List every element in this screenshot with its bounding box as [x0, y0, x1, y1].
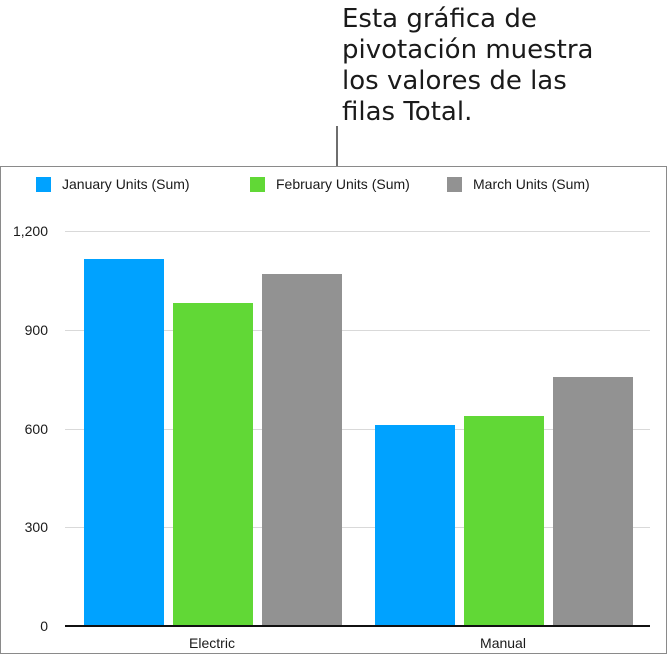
- ytick-label: 1,200: [12, 223, 48, 239]
- legend-label-february: February Units (Sum): [276, 176, 410, 192]
- gridline-1200: [65, 231, 650, 232]
- bar-electric-january[interactable]: [84, 258, 164, 626]
- x-label-manual: Manual: [480, 635, 526, 651]
- ytick-label: 300: [24, 519, 48, 535]
- legend-swatch-march: [447, 176, 462, 192]
- legend-item-january: January Units (Sum): [36, 174, 190, 194]
- callout-text: Esta gráfica de pivotación muestra los v…: [342, 4, 594, 127]
- x-label-electric: Electric: [189, 635, 235, 651]
- x-axis-baseline: [65, 625, 650, 627]
- bar-manual-march[interactable]: [553, 377, 633, 626]
- chart-frame[interactable]: [0, 166, 667, 654]
- legend-item-february: February Units (Sum): [250, 174, 410, 194]
- chart-legend: January Units (Sum) February Units (Sum)…: [0, 174, 670, 194]
- legend-swatch-january: [36, 176, 51, 192]
- bar-manual-february[interactable]: [464, 415, 544, 626]
- ytick-label: 0: [40, 618, 48, 634]
- ytick-label: 600: [24, 421, 48, 437]
- legend-item-march: March Units (Sum): [447, 174, 590, 194]
- gridline-300: [65, 527, 650, 528]
- bar-electric-february[interactable]: [173, 303, 253, 626]
- legend-label-january: January Units (Sum): [62, 176, 190, 192]
- callout-leader-line: [336, 126, 338, 167]
- legend-label-march: March Units (Sum): [473, 176, 590, 192]
- legend-swatch-february: [250, 176, 265, 192]
- gridline-900: [65, 330, 650, 331]
- gridline-600: [65, 429, 650, 430]
- ytick-label: 900: [24, 322, 48, 338]
- bar-electric-march[interactable]: [262, 274, 342, 626]
- bar-manual-january[interactable]: [375, 424, 455, 626]
